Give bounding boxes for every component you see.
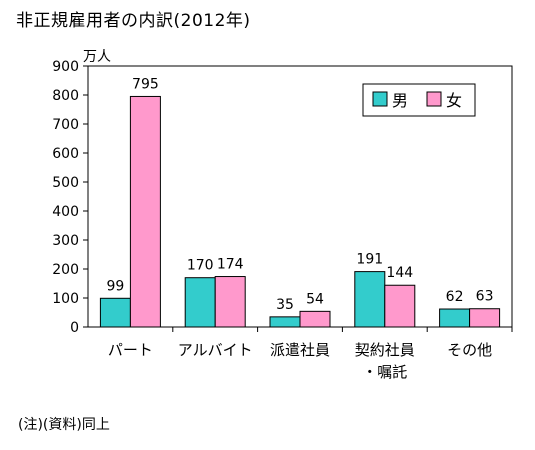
y-tick-label: 700: [52, 117, 79, 133]
y-tick-label: 100: [52, 291, 79, 307]
bar-男-3: [354, 271, 386, 328]
data-label: 35: [276, 297, 294, 313]
bar-男-0: [99, 297, 131, 328]
y-tick-label: 200: [52, 262, 79, 278]
data-label: 144: [386, 265, 413, 281]
data-label: 54: [306, 291, 324, 307]
y-axis-ticks: 0 100 200 300 400 500 600 700 800 900: [52, 59, 88, 336]
bar-男-1: [184, 277, 216, 328]
data-label: 63: [476, 289, 494, 305]
x-tick-label: その他: [447, 341, 492, 359]
x-tick-label: 派遣社員: [270, 341, 330, 359]
legend-label: 女: [446, 91, 462, 110]
bar-男-4: [439, 308, 471, 328]
bar-男-2: [269, 316, 301, 328]
y-unit-label: 万人: [83, 49, 111, 65]
bar-女-0: [129, 95, 161, 328]
y-tick-label: 800: [52, 88, 79, 104]
y-tick-label: 0: [70, 320, 79, 336]
data-label: 62: [446, 289, 464, 305]
x-axis-labels: パート アルバイト 派遣社員 契約社員・嘱託 その他: [108, 327, 513, 381]
data-label: 795: [132, 76, 159, 92]
legend-swatch: [426, 91, 442, 107]
bar-女-2: [299, 310, 331, 328]
y-tick-label: 600: [52, 146, 79, 162]
data-label: 99: [106, 278, 124, 294]
chart-title: 非正規雇用者の内訳(2012年): [16, 11, 251, 31]
legend-swatch: [372, 91, 388, 107]
x-tick-label: アルバイト: [178, 341, 253, 359]
legend-label: 男: [392, 91, 408, 110]
y-tick-label: 500: [52, 175, 79, 191]
legend: 男女: [362, 83, 476, 117]
source-note: (注)(資料)同上: [18, 417, 110, 433]
bar-女-3: [384, 284, 416, 328]
x-tick-label: パート: [108, 341, 153, 359]
bar-女-4: [469, 308, 501, 328]
y-tick-label: 900: [52, 59, 79, 75]
data-label: 170: [187, 258, 214, 274]
x-tick-label: 契約社員: [355, 341, 415, 359]
y-tick-label: 300: [52, 233, 79, 249]
data-label: 191: [356, 252, 383, 268]
x-tick-label: ・嘱託: [362, 363, 407, 381]
bar-女-1: [214, 276, 246, 328]
y-tick-label: 400: [52, 204, 79, 220]
data-label: 174: [217, 257, 244, 273]
